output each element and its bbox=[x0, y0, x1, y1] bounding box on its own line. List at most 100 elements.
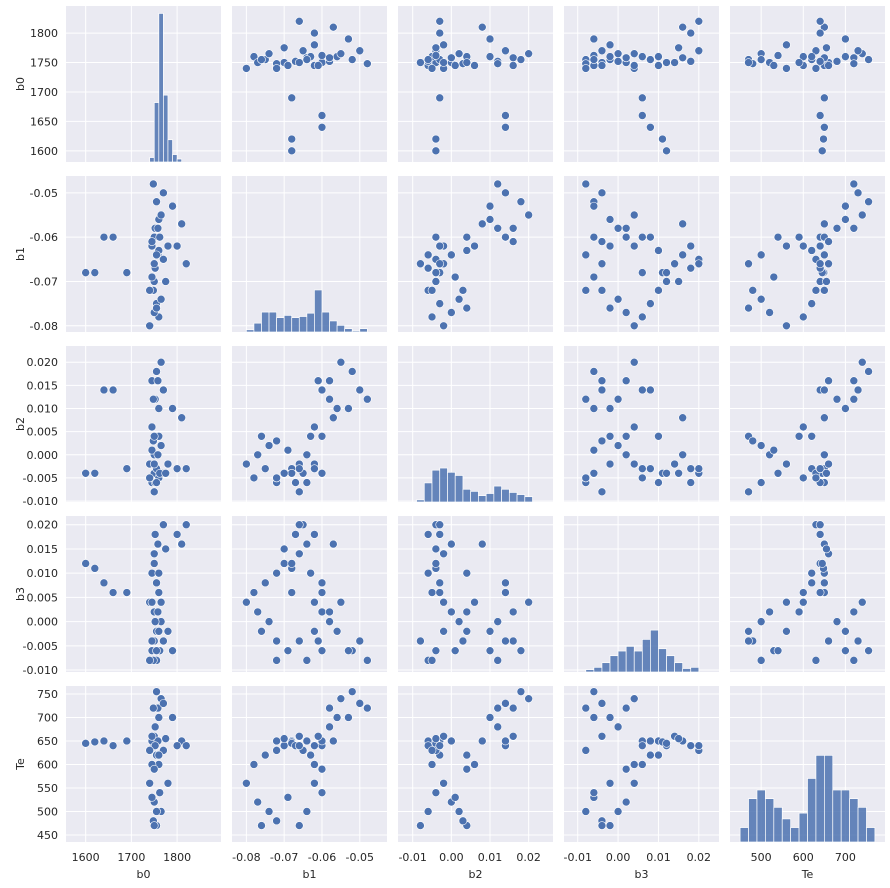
scatter-point bbox=[815, 28, 825, 38]
scatter-point bbox=[654, 478, 663, 487]
scatter-point bbox=[153, 607, 163, 617]
panel-background bbox=[232, 346, 387, 502]
scatter-point bbox=[310, 28, 319, 38]
scatter-point bbox=[447, 308, 456, 317]
histogram-bar bbox=[832, 789, 842, 843]
scatter-point bbox=[485, 646, 495, 655]
histogram-bar bbox=[329, 320, 338, 333]
scatter-point bbox=[177, 413, 186, 423]
histogram-bar bbox=[501, 488, 510, 503]
scatter-point bbox=[336, 597, 346, 607]
scatter-point bbox=[302, 807, 312, 816]
scatter-point bbox=[431, 734, 441, 743]
scatter-point bbox=[149, 821, 159, 830]
scatter-point bbox=[272, 436, 281, 446]
scatter-point bbox=[773, 51, 783, 60]
scatter-point bbox=[363, 59, 372, 68]
scatter-point bbox=[820, 122, 829, 132]
scatter-point bbox=[815, 17, 825, 26]
scatter-point bbox=[581, 807, 591, 816]
scatter-point bbox=[159, 699, 168, 708]
scatter-point bbox=[470, 597, 479, 607]
scatter-point bbox=[161, 544, 170, 554]
scatter-point bbox=[654, 431, 663, 441]
scatter-point bbox=[605, 215, 615, 224]
y-tick-label: 0.000 bbox=[27, 616, 59, 629]
x-tick-label: 0.00 bbox=[439, 851, 464, 864]
scatter-point bbox=[161, 468, 170, 478]
scatter-point bbox=[629, 49, 639, 58]
scatter-point bbox=[849, 179, 859, 189]
scatter-point bbox=[815, 57, 825, 66]
scatter-point bbox=[435, 578, 445, 588]
scatter-point bbox=[629, 241, 639, 251]
scatter-point bbox=[807, 52, 817, 61]
scatter-point bbox=[822, 468, 831, 478]
scatter-point bbox=[329, 413, 338, 423]
scatter-points bbox=[744, 520, 873, 665]
y-tick-label: 750 bbox=[37, 688, 58, 701]
scatter-point bbox=[811, 286, 821, 295]
scatter-point bbox=[122, 268, 132, 277]
histogram-bar bbox=[609, 655, 619, 673]
histogram-bar bbox=[682, 668, 692, 673]
histogram-bar bbox=[261, 311, 270, 333]
y-tick-label: 0.005 bbox=[27, 591, 59, 604]
scatter-point bbox=[90, 468, 100, 478]
scatter-point bbox=[249, 588, 259, 597]
scatter-point bbox=[317, 431, 327, 441]
scatter-point bbox=[613, 294, 623, 304]
scatter-point bbox=[159, 255, 168, 264]
histogram-bar bbox=[268, 311, 277, 333]
scatter-point bbox=[841, 646, 850, 655]
scatter-point bbox=[815, 520, 825, 530]
scatter-point bbox=[670, 58, 679, 67]
scatter-point bbox=[794, 232, 804, 242]
scatter-point bbox=[605, 431, 615, 441]
scatter-point bbox=[423, 250, 433, 260]
x-axis-label: b2 bbox=[469, 868, 483, 881]
histogram-bar bbox=[849, 798, 859, 843]
histogram-bar bbox=[585, 669, 595, 673]
scatter-point bbox=[597, 46, 607, 56]
scatter-point bbox=[431, 277, 441, 286]
histogram-bar bbox=[790, 827, 800, 843]
x-tick-label: 500 bbox=[751, 851, 772, 864]
scatter-point bbox=[824, 61, 833, 70]
scatter-point bbox=[629, 321, 639, 331]
scatter-point bbox=[744, 58, 753, 67]
scatter-points bbox=[81, 687, 191, 830]
scatter-point bbox=[798, 312, 808, 322]
scatter-point bbox=[524, 694, 533, 703]
scatter-point bbox=[597, 821, 607, 830]
y-tick-label: -0.005 bbox=[23, 472, 58, 485]
scatter-point bbox=[152, 250, 161, 260]
scatter-point bbox=[435, 520, 445, 530]
histogram-bar bbox=[431, 469, 441, 503]
scatter-point bbox=[122, 736, 132, 746]
scatter-point bbox=[811, 473, 821, 483]
scatter-point bbox=[90, 268, 100, 277]
scatter-point bbox=[168, 713, 177, 722]
scatter-point bbox=[864, 367, 873, 376]
scatter-point bbox=[153, 223, 163, 233]
scatter-point bbox=[156, 441, 166, 450]
scatter-point bbox=[516, 197, 526, 207]
scatter-point bbox=[287, 588, 297, 597]
scatter-point bbox=[313, 61, 323, 70]
scatter-point bbox=[605, 404, 615, 413]
y-tick-label: 600 bbox=[37, 758, 58, 771]
scatter-point bbox=[744, 627, 753, 636]
scatter-point bbox=[470, 241, 479, 251]
scatter-point bbox=[678, 53, 687, 63]
scatter-point bbox=[621, 703, 631, 713]
scatter-point bbox=[822, 43, 831, 53]
scatter-point bbox=[744, 636, 753, 646]
scatter-point bbox=[147, 636, 157, 646]
scatter-point bbox=[149, 764, 159, 774]
scatter-point bbox=[294, 17, 304, 26]
scatter-point bbox=[260, 578, 270, 588]
scatter-point bbox=[99, 736, 109, 746]
scatter-point bbox=[824, 636, 833, 646]
